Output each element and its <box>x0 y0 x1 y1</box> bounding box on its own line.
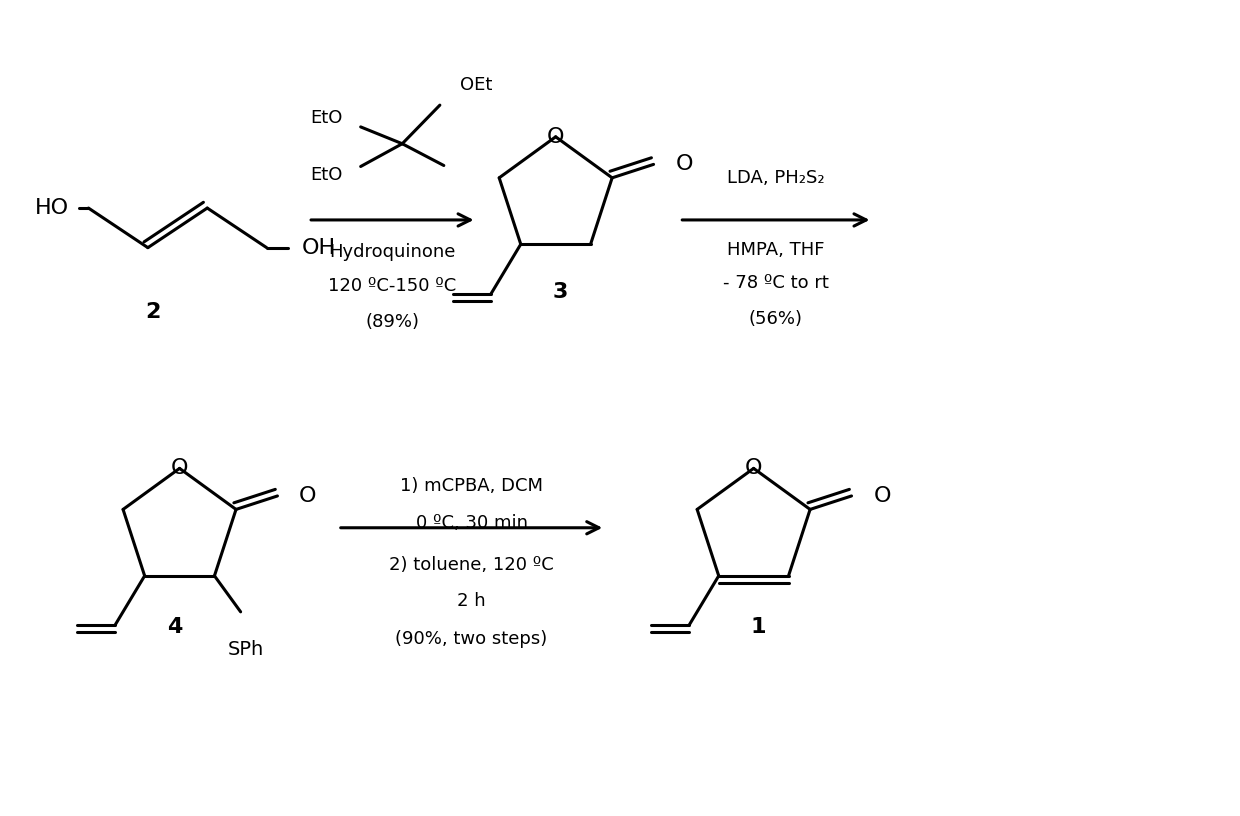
Text: 2: 2 <box>145 302 160 322</box>
Text: O: O <box>676 154 693 175</box>
Text: O: O <box>547 126 564 147</box>
Text: - 78 ºC to rt: - 78 ºC to rt <box>723 274 828 292</box>
Text: HMPA, THF: HMPA, THF <box>727 241 825 259</box>
Text: O: O <box>745 459 763 478</box>
Text: (56%): (56%) <box>749 310 802 328</box>
Text: OEt: OEt <box>460 77 492 95</box>
Text: 1) mCPBA, DCM: 1) mCPBA, DCM <box>401 477 543 495</box>
Text: 1: 1 <box>751 617 766 636</box>
Text: O: O <box>873 486 890 506</box>
Text: 2) toluene, 120 ºC: 2) toluene, 120 ºC <box>389 557 554 574</box>
Text: 4: 4 <box>167 617 182 636</box>
Text: 0 ºC, 30 min: 0 ºC, 30 min <box>415 514 527 532</box>
Text: EtO: EtO <box>310 166 342 184</box>
Text: (89%): (89%) <box>366 313 419 331</box>
Text: O: O <box>171 459 188 478</box>
Text: 120 ºC-150 ºC: 120 ºC-150 ºC <box>329 277 456 295</box>
Text: 3: 3 <box>553 282 568 302</box>
Text: O: O <box>299 486 316 506</box>
Text: LDA, PH₂S₂: LDA, PH₂S₂ <box>727 170 825 188</box>
Text: Hydroquinone: Hydroquinone <box>329 242 455 260</box>
Text: (90%, two steps): (90%, two steps) <box>396 630 548 648</box>
Text: 2 h: 2 h <box>458 592 486 610</box>
Text: EtO: EtO <box>310 109 342 127</box>
Text: SPh: SPh <box>227 640 264 659</box>
Text: OH: OH <box>301 237 335 258</box>
Text: HO: HO <box>35 198 69 218</box>
